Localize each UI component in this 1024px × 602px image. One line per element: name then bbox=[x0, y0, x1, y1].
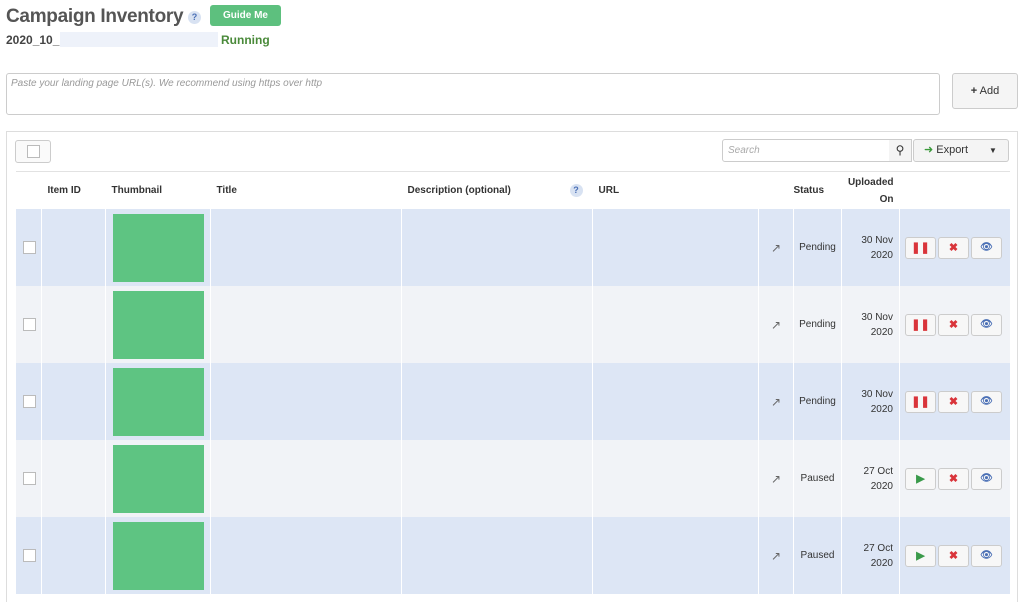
campaign-status: Running bbox=[221, 33, 270, 47]
uploaded-date: 27 Oct 2020 bbox=[841, 517, 900, 594]
search-button[interactable]: ⚲ bbox=[889, 139, 912, 162]
item-url bbox=[592, 363, 759, 440]
item-title bbox=[210, 363, 402, 440]
item-id bbox=[41, 517, 106, 594]
delete-icon[interactable]: ✖ bbox=[938, 467, 969, 490]
external-link-icon[interactable]: ↗ bbox=[758, 363, 794, 440]
thumbnail-image bbox=[112, 521, 204, 590]
item-title bbox=[210, 286, 402, 363]
status-text: Pending bbox=[793, 209, 842, 286]
item-url bbox=[592, 286, 759, 363]
external-link-icon[interactable]: ↗ bbox=[758, 517, 794, 594]
external-link-icon[interactable]: ↗ bbox=[758, 440, 794, 517]
view-icon[interactable]: 👁 bbox=[971, 390, 1002, 413]
external-link-icon[interactable]: ↗ bbox=[758, 286, 794, 363]
item-url bbox=[592, 209, 759, 286]
row-checkbox[interactable] bbox=[23, 241, 36, 254]
plus-icon: + bbox=[970, 85, 978, 97]
export-button[interactable]: ➜ Export bbox=[913, 139, 979, 162]
thumbnail-image bbox=[112, 290, 204, 359]
table-row: ↗ Pending 30 Nov 2020 ❚❚ ✖ 👁 bbox=[15, 209, 1010, 286]
status-text: Paused bbox=[793, 440, 842, 517]
page-title: Campaign Inventory bbox=[6, 6, 184, 27]
col-item-id: Item ID bbox=[41, 171, 106, 209]
help-icon[interactable]: ? bbox=[188, 11, 201, 24]
export-label: Export bbox=[936, 144, 969, 156]
status-text: Pending bbox=[793, 363, 842, 440]
view-icon[interactable]: 👁 bbox=[971, 467, 1002, 490]
col-url: URL bbox=[592, 171, 759, 209]
item-title bbox=[210, 440, 402, 517]
col-uploaded-on: Uploaded On bbox=[841, 171, 900, 209]
pause-icon[interactable]: ❚❚ bbox=[905, 390, 936, 413]
export-dropdown[interactable]: ▼ bbox=[978, 139, 1009, 162]
table-row: ↗ Paused 27 Oct 2020 ▶ ✖ 👁 bbox=[15, 440, 1010, 517]
uploaded-date: 30 Nov 2020 bbox=[841, 209, 900, 286]
uploaded-date: 30 Nov 2020 bbox=[841, 363, 900, 440]
table-row: ↗ Pending 30 Nov 2020 ❚❚ ✖ 👁 bbox=[15, 363, 1010, 440]
view-icon[interactable]: 👁 bbox=[971, 544, 1002, 567]
play-icon[interactable]: ▶ bbox=[905, 544, 936, 567]
item-title bbox=[210, 209, 402, 286]
item-description bbox=[401, 517, 593, 594]
guide-me-button[interactable]: Guide Me bbox=[210, 5, 281, 26]
item-id bbox=[41, 363, 106, 440]
play-icon[interactable]: ▶ bbox=[905, 467, 936, 490]
pause-icon[interactable]: ❚❚ bbox=[905, 236, 936, 259]
select-all-checkbox[interactable] bbox=[15, 140, 51, 163]
col-title: Title bbox=[210, 171, 402, 209]
status-text: Pending bbox=[793, 286, 842, 363]
uploaded-date: 30 Nov 2020 bbox=[841, 286, 900, 363]
export-icon: ➜ bbox=[923, 144, 934, 156]
table-row: ↗ Pending 30 Nov 2020 ❚❚ ✖ 👁 bbox=[15, 286, 1010, 363]
redacted-name bbox=[60, 32, 218, 47]
add-label: Add bbox=[979, 85, 1000, 97]
thumbnail-image bbox=[112, 444, 204, 513]
delete-icon[interactable]: ✖ bbox=[938, 390, 969, 413]
col-status: Status bbox=[793, 171, 842, 209]
item-description bbox=[401, 209, 593, 286]
item-id bbox=[41, 440, 106, 517]
inventory-table: Item ID Thumbnail Title Description (opt… bbox=[15, 171, 1010, 594]
col-thumbnail: Thumbnail bbox=[105, 171, 211, 209]
campaign-name: 2020_10_ bbox=[6, 33, 60, 47]
thumbnail-image bbox=[112, 213, 204, 282]
item-id bbox=[41, 209, 106, 286]
delete-icon[interactable]: ✖ bbox=[938, 236, 969, 259]
col-description: Description (optional)? bbox=[401, 171, 593, 209]
url-input[interactable] bbox=[6, 73, 940, 115]
row-checkbox[interactable] bbox=[23, 549, 36, 562]
view-icon[interactable]: 👁 bbox=[971, 236, 1002, 259]
delete-icon[interactable]: ✖ bbox=[938, 313, 969, 336]
help-icon[interactable]: ? bbox=[569, 184, 583, 197]
thumbnail-image bbox=[112, 367, 204, 436]
item-description bbox=[401, 286, 593, 363]
uploaded-date: 27 Oct 2020 bbox=[841, 440, 900, 517]
external-link-icon[interactable]: ↗ bbox=[758, 209, 794, 286]
pause-icon[interactable]: ❚❚ bbox=[905, 313, 936, 336]
row-checkbox[interactable] bbox=[23, 395, 36, 408]
delete-icon[interactable]: ✖ bbox=[938, 544, 969, 567]
inventory-panel bbox=[6, 131, 1018, 602]
table-header: Item ID Thumbnail Title Description (opt… bbox=[15, 171, 1010, 209]
row-checkbox[interactable] bbox=[23, 472, 36, 485]
search-icon: ⚲ bbox=[895, 143, 905, 157]
search-input[interactable]: Search bbox=[722, 139, 895, 162]
item-description bbox=[401, 363, 593, 440]
add-button[interactable]: + Add bbox=[952, 73, 1018, 109]
item-title bbox=[210, 517, 402, 594]
row-checkbox[interactable] bbox=[23, 318, 36, 331]
view-icon[interactable]: 👁 bbox=[971, 313, 1002, 336]
item-description bbox=[401, 440, 593, 517]
item-id bbox=[41, 286, 106, 363]
status-text: Paused bbox=[793, 517, 842, 594]
item-url bbox=[592, 440, 759, 517]
item-url bbox=[592, 517, 759, 594]
table-row: ↗ Paused 27 Oct 2020 ▶ ✖ 👁 bbox=[15, 517, 1010, 594]
